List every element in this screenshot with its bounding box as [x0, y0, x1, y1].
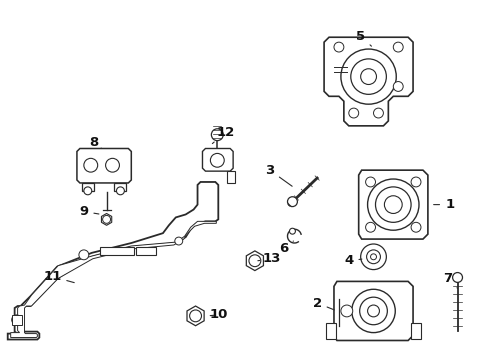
- Text: 6: 6: [278, 241, 293, 255]
- Bar: [136, 247, 156, 255]
- Text: 3: 3: [264, 164, 291, 186]
- Circle shape: [189, 310, 201, 322]
- Circle shape: [116, 187, 124, 195]
- Polygon shape: [77, 148, 131, 183]
- Circle shape: [289, 228, 295, 234]
- Circle shape: [373, 108, 383, 118]
- Circle shape: [365, 222, 375, 232]
- Circle shape: [102, 215, 110, 223]
- Text: 8: 8: [89, 136, 102, 149]
- Circle shape: [360, 69, 376, 85]
- Polygon shape: [333, 282, 412, 341]
- Circle shape: [392, 82, 402, 91]
- Bar: [410, 323, 420, 338]
- Circle shape: [410, 177, 420, 187]
- Circle shape: [79, 250, 89, 260]
- Circle shape: [392, 42, 402, 52]
- Text: 11: 11: [43, 270, 74, 283]
- Polygon shape: [11, 221, 216, 338]
- Circle shape: [359, 297, 386, 325]
- Polygon shape: [324, 37, 412, 126]
- Circle shape: [340, 305, 352, 317]
- Circle shape: [287, 197, 297, 207]
- Polygon shape: [202, 148, 233, 171]
- Bar: [227, 171, 235, 183]
- Circle shape: [350, 59, 386, 94]
- Circle shape: [375, 187, 410, 222]
- Circle shape: [365, 177, 375, 187]
- Circle shape: [366, 250, 380, 264]
- Circle shape: [105, 158, 119, 172]
- Bar: [81, 183, 94, 191]
- Circle shape: [348, 108, 358, 118]
- Bar: [114, 183, 126, 191]
- Text: 10: 10: [209, 309, 227, 321]
- Bar: [100, 247, 134, 255]
- Polygon shape: [358, 170, 427, 239]
- Circle shape: [174, 237, 183, 245]
- Circle shape: [367, 305, 379, 317]
- Circle shape: [351, 289, 394, 333]
- Circle shape: [210, 153, 224, 167]
- Text: 9: 9: [79, 205, 99, 218]
- Circle shape: [340, 49, 395, 104]
- Circle shape: [452, 273, 462, 282]
- Bar: [12, 315, 21, 325]
- Circle shape: [370, 254, 376, 260]
- Circle shape: [12, 315, 21, 325]
- Circle shape: [333, 42, 343, 52]
- Bar: [325, 323, 335, 338]
- Polygon shape: [246, 251, 263, 271]
- Circle shape: [360, 244, 386, 270]
- Polygon shape: [186, 306, 203, 326]
- Circle shape: [367, 179, 418, 230]
- Text: 2: 2: [312, 297, 334, 310]
- Polygon shape: [101, 213, 111, 225]
- Polygon shape: [8, 182, 218, 339]
- Text: 13: 13: [257, 252, 280, 265]
- Circle shape: [83, 158, 98, 172]
- Text: 12: 12: [212, 126, 234, 144]
- Circle shape: [211, 129, 223, 141]
- Text: 5: 5: [355, 30, 371, 46]
- Circle shape: [384, 196, 401, 213]
- Circle shape: [83, 187, 92, 195]
- Circle shape: [410, 222, 420, 232]
- Circle shape: [248, 255, 260, 267]
- Text: 1: 1: [433, 198, 453, 211]
- Text: 7: 7: [442, 272, 457, 288]
- Text: 4: 4: [344, 254, 361, 267]
